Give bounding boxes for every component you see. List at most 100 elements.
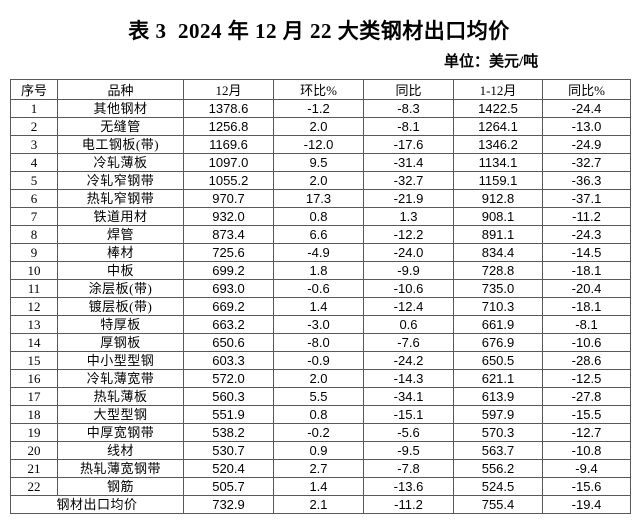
cell-december: 551.9 [183, 405, 274, 424]
cell-jan-dec: 556.2 [453, 459, 543, 478]
cell-yoy: -8.3 [363, 99, 454, 118]
cell-yoy-pct: -8.1 [542, 315, 631, 334]
footer-cell-jan-dec: 755.4 [453, 495, 543, 514]
cell-jan-dec: 650.5 [453, 351, 543, 370]
header-cell-variety: 品种 [57, 79, 184, 100]
cell-jan-dec: 676.9 [453, 333, 543, 352]
table-row: 17 热轧薄板 560.3 5.5 -34.1 613.9 -27.8 [10, 387, 631, 406]
cell-december: 669.2 [183, 297, 274, 316]
cell-mom-pct: -4.9 [273, 243, 364, 262]
cell-index: 2 [10, 117, 58, 136]
cell-december: 663.2 [183, 315, 274, 334]
cell-yoy: -24.0 [363, 243, 454, 262]
price-table: 序号 品种 12月 环比% 同比 1-12月 同比% 1 其他钢材 1378.6 -1… [10, 79, 631, 514]
cell-yoy: -12.2 [363, 225, 454, 244]
cell-variety: 冷轧窄钢带 [57, 171, 184, 190]
cell-jan-dec: 621.1 [453, 369, 543, 388]
cell-jan-dec: 563.7 [453, 441, 543, 460]
table-row: 15 中小型型钢 603.3 -0.9 -24.2 650.5 -28.6 [10, 351, 631, 370]
cell-december: 530.7 [183, 441, 274, 460]
cell-yoy: -5.6 [363, 423, 454, 442]
cell-yoy: -7.8 [363, 459, 454, 478]
cell-mom-pct: 0.8 [273, 405, 364, 424]
cell-december: 970.7 [183, 189, 274, 208]
cell-december: 560.3 [183, 387, 274, 406]
cell-yoy: -31.4 [363, 153, 454, 172]
table-row: 9 棒材 725.6 -4.9 -24.0 834.4 -14.5 [10, 243, 631, 262]
cell-jan-dec: 1346.2 [453, 135, 543, 154]
header-cell-jan-dec: 1-12月 [453, 79, 543, 100]
footer-cell-mom-pct: 2.1 [273, 495, 364, 514]
cell-yoy: -17.6 [363, 135, 454, 154]
cell-index: 18 [10, 405, 58, 424]
cell-index: 10 [10, 261, 58, 280]
table-row: 14 厚钢板 650.6 -8.0 -7.6 676.9 -10.6 [10, 333, 631, 352]
cell-mom-pct: -1.2 [273, 99, 364, 118]
cell-yoy-pct: -12.7 [542, 423, 631, 442]
cell-index: 21 [10, 459, 58, 478]
cell-index: 9 [10, 243, 58, 262]
table-row: 13 特厚板 663.2 -3.0 0.6 661.9 -8.1 [10, 315, 631, 334]
cell-index: 22 [10, 477, 58, 496]
cell-december: 693.0 [183, 279, 274, 298]
cell-variety: 大型型钢 [57, 405, 184, 424]
cell-variety: 钢筋 [57, 477, 184, 496]
table-row: 6 热轧窄钢带 970.7 17.3 -21.9 912.8 -37.1 [10, 189, 631, 208]
table-row: 16 冷轧薄宽带 572.0 2.0 -14.3 621.1 -12.5 [10, 369, 631, 388]
cell-jan-dec: 1422.5 [453, 99, 543, 118]
cell-mom-pct: 2.0 [273, 171, 364, 190]
table-row: 12 镀层板(带) 669.2 1.4 -12.4 710.3 -18.1 [10, 297, 631, 316]
cell-mom-pct: -3.0 [273, 315, 364, 334]
cell-jan-dec: 613.9 [453, 387, 543, 406]
cell-yoy-pct: -18.1 [542, 261, 631, 280]
cell-variety: 镀层板(带) [57, 297, 184, 316]
cell-index: 7 [10, 207, 58, 226]
cell-mom-pct: 9.5 [273, 153, 364, 172]
cell-yoy: -14.3 [363, 369, 454, 388]
cell-index: 13 [10, 315, 58, 334]
header-cell-yoy-pct: 同比% [542, 79, 631, 100]
cell-yoy: 0.6 [363, 315, 454, 334]
table-row: 19 中厚宽钢带 538.2 -0.2 -5.6 570.3 -12.7 [10, 423, 631, 442]
cell-yoy-pct: -13.0 [542, 117, 631, 136]
cell-index: 1 [10, 99, 58, 118]
cell-yoy: -8.1 [363, 117, 454, 136]
table-row: 20 线材 530.7 0.9 -9.5 563.7 -10.8 [10, 441, 631, 460]
footer-cell-yoy-pct: -19.4 [542, 495, 631, 514]
table-row: 3 电工钢板(带) 1169.6 -12.0 -17.6 1346.2 -24.9 [10, 135, 631, 154]
cell-yoy-pct: -15.5 [542, 405, 631, 424]
cell-yoy: -7.6 [363, 333, 454, 352]
header-cell-mom-pct: 环比% [273, 79, 364, 100]
cell-december: 873.4 [183, 225, 274, 244]
table-row: 5 冷轧窄钢带 1055.2 2.0 -32.7 1159.1 -36.3 [10, 171, 631, 190]
cell-yoy-pct: -14.5 [542, 243, 631, 262]
cell-variety: 热轧薄宽钢带 [57, 459, 184, 478]
cell-december: 1097.0 [183, 153, 274, 172]
header-cell-index: 序号 [10, 79, 58, 100]
cell-variety: 中板 [57, 261, 184, 280]
cell-variety: 特厚板 [57, 315, 184, 334]
cell-mom-pct: -0.2 [273, 423, 364, 442]
cell-yoy: -12.4 [363, 297, 454, 316]
cell-jan-dec: 908.1 [453, 207, 543, 226]
cell-december: 505.7 [183, 477, 274, 496]
cell-yoy: -21.9 [363, 189, 454, 208]
cell-december: 572.0 [183, 369, 274, 388]
cell-yoy-pct: -27.8 [542, 387, 631, 406]
table-row: 11 涂层板(带) 693.0 -0.6 -10.6 735.0 -20.4 [10, 279, 631, 298]
cell-index: 12 [10, 297, 58, 316]
cell-yoy: -9.5 [363, 441, 454, 460]
cell-index: 17 [10, 387, 58, 406]
footer-label-cell: 钢材出口均价 [10, 495, 184, 514]
cell-variety: 焊管 [57, 225, 184, 244]
table-header-row: 序号 品种 12月 环比% 同比 1-12月 同比% [10, 79, 631, 100]
cell-index: 14 [10, 333, 58, 352]
table-row: 2 无缝管 1256.8 2.0 -8.1 1264.1 -13.0 [10, 117, 631, 136]
cell-december: 1378.6 [183, 99, 274, 118]
cell-mom-pct: 2.7 [273, 459, 364, 478]
cell-jan-dec: 597.9 [453, 405, 543, 424]
cell-variety: 线材 [57, 441, 184, 460]
table-row: 1 其他钢材 1378.6 -1.2 -8.3 1422.5 -24.4 [10, 99, 631, 118]
cell-december: 1169.6 [183, 135, 274, 154]
